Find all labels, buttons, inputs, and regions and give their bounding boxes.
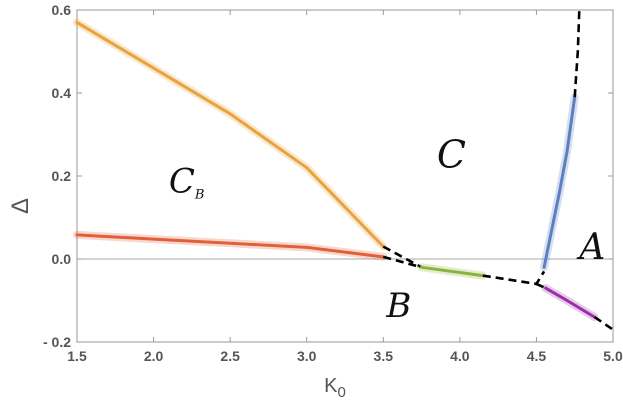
- x-tick-label: 2.0: [144, 348, 164, 364]
- series-dashed-line: [382, 245, 423, 269]
- series-line: [542, 95, 577, 269]
- x-axis-label-main: K: [324, 375, 338, 397]
- region-label: B: [385, 286, 411, 326]
- region-label: A: [576, 227, 605, 268]
- axes: 1.5 2.0 2.5 3.0 3.5 4.0 4.5 5.0 - 0.2 0.0 0.2 0.4 0.…: [43, 2, 623, 364]
- x-tick-label: 2.5: [220, 348, 240, 364]
- y-tick-label: 0.2: [52, 168, 72, 184]
- series-layer: [73, 9, 614, 331]
- y-tick-label: 0.6: [52, 2, 72, 18]
- x-axis-label-subscript: 0: [338, 384, 346, 401]
- region-label: C: [437, 133, 466, 177]
- x-tick-label: 3.0: [297, 348, 317, 364]
- series-line: [75, 233, 385, 259]
- x-axis-label: K0: [324, 375, 346, 401]
- x-tick-label: 5.0: [603, 348, 623, 364]
- series-dashed-line: [482, 270, 546, 286]
- series-line: [420, 265, 485, 278]
- series-dashed-line: [535, 282, 547, 290]
- series-band: [73, 18, 388, 251]
- x-tick-label: 4.5: [527, 348, 547, 364]
- y-axis-label: Δ: [7, 198, 34, 214]
- y-tick-label: 0.0: [52, 251, 72, 267]
- series-line: [75, 20, 385, 249]
- y-tick-label: 0.4: [52, 85, 72, 101]
- series-dashed-line: [573, 9, 581, 98]
- x-tick-label: 1.5: [67, 348, 87, 364]
- region-label: CB: [169, 162, 205, 203]
- series-line: [544, 286, 597, 319]
- series-dashed-line: [593, 316, 614, 331]
- series-dashed-line: [382, 255, 422, 269]
- plot-frame: [76, 9, 614, 343]
- region-labels: CB C A B: [169, 133, 605, 326]
- x-tick-label: 4.0: [450, 348, 470, 364]
- x-tick-label: 3.5: [374, 348, 394, 364]
- y-tick-label: - 0.2: [43, 334, 71, 350]
